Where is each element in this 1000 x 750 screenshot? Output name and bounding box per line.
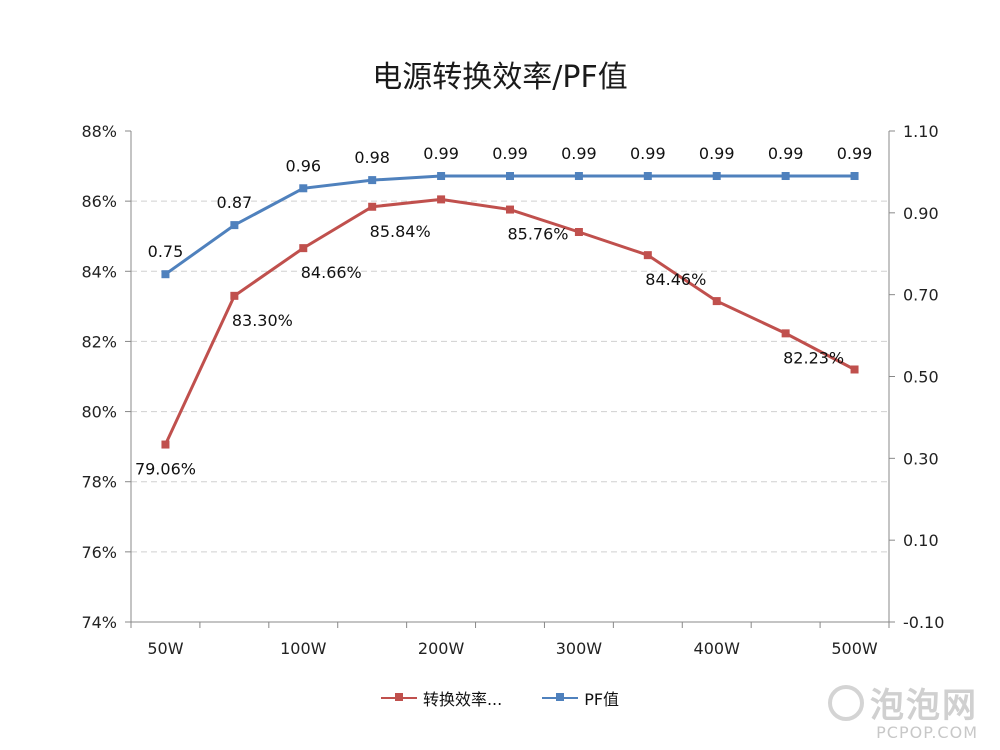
right-axis-tick-label: 0.70 — [903, 286, 939, 305]
watermark-logo: 泡泡网 — [828, 678, 978, 727]
data-point-pf — [230, 221, 239, 230]
data-label-efficiency: 84.46% — [645, 270, 706, 289]
data-point-efficiency — [437, 195, 446, 204]
data-point-pf — [712, 172, 721, 181]
watermark-circle-icon — [828, 684, 864, 721]
right-axis-tick-label: -0.10 — [903, 613, 944, 632]
data-label-pf: 0.96 — [285, 156, 321, 175]
right-axis-tick-label: 1.10 — [903, 122, 939, 141]
data-label-pf: 0.99 — [699, 144, 735, 163]
left-axis-tick-label: 86% — [81, 192, 117, 211]
left-axis-tick-label: 88% — [81, 122, 117, 141]
right-axis-tick-label: 0.50 — [903, 368, 939, 387]
data-point-efficiency — [781, 329, 790, 338]
x-axis-tick-label: 100W — [280, 639, 327, 658]
x-axis-tick-label: 200W — [418, 639, 465, 658]
watermark: 泡泡网 PCPOP.COM — [828, 678, 978, 742]
data-label-pf: 0.99 — [561, 144, 597, 163]
left-axis-tick-label: 80% — [81, 403, 117, 422]
data-point-efficiency — [506, 205, 514, 214]
data-label-pf: 0.99 — [768, 144, 804, 163]
data-label-pf: 0.99 — [837, 144, 873, 163]
data-label-efficiency: 82.23% — [783, 348, 844, 367]
legend-label-efficiency: 转换效率... — [422, 690, 503, 709]
chart-plot: 88% 86% 84% 82% 80% 78% 76% 74% 1.10 0.90 0.70 0.50… — [81, 122, 944, 658]
x-axis-tick-label: 400W — [694, 639, 741, 658]
watermark-cn-text: 泡泡网 — [870, 686, 978, 726]
data-label-pf: 0.99 — [423, 144, 459, 163]
data-point-efficiency — [643, 251, 652, 260]
data-label-efficiency: 79.06% — [135, 460, 196, 479]
data-point-pf — [574, 172, 583, 181]
data-point-efficiency — [230, 291, 239, 300]
chart-title: 电源转换效率/PF值 — [372, 60, 628, 95]
left-axis-tick-label: 78% — [81, 473, 117, 492]
data-label-pf: 0.87 — [217, 193, 253, 212]
x-axis-tick-label: 300W — [556, 639, 603, 658]
data-label-efficiency: 85.76% — [507, 225, 568, 244]
legend-swatch-efficiency — [380, 693, 417, 701]
data-label-pf: 0.99 — [492, 144, 528, 163]
right-axis-tick-label: 0.10 — [903, 531, 939, 550]
data-point-pf — [437, 172, 446, 181]
data-point-pf — [368, 176, 377, 185]
left-axis-tick-label: 76% — [81, 543, 117, 562]
data-point-pf — [643, 172, 652, 181]
data-point-pf — [161, 270, 170, 279]
data-label-pf: 0.98 — [354, 148, 390, 167]
left-axis-tick-label: 84% — [81, 262, 117, 281]
data-point-pf — [506, 172, 514, 181]
x-axis-tick-label: 50W — [147, 639, 183, 658]
watermark-en-text: PCPOP.COM — [876, 723, 978, 742]
data-point-pf — [299, 184, 308, 193]
left-axis-tick-label: 82% — [81, 332, 117, 351]
data-label-efficiency: 85.84% — [370, 222, 431, 241]
data-point-pf — [781, 172, 790, 181]
data-point-efficiency — [574, 228, 583, 237]
x-axis-tick-label: 500W — [831, 639, 878, 658]
legend-item-pf[interactable]: PF值 — [542, 686, 619, 710]
data-point-efficiency — [299, 244, 308, 253]
right-axis-tick-label: 0.90 — [903, 204, 939, 223]
data-point-efficiency — [368, 202, 377, 211]
left-axis-tick-label: 74% — [81, 613, 117, 632]
data-label-pf: 0.99 — [630, 144, 666, 163]
right-axis-tick-label: 0.30 — [903, 449, 939, 468]
legend-item-efficiency[interactable]: 转换效率... — [380, 686, 503, 710]
data-label-efficiency: 83.30% — [232, 311, 293, 330]
legend-swatch-pf — [542, 693, 579, 701]
data-point-efficiency — [850, 365, 859, 374]
data-point-efficiency — [161, 440, 170, 449]
data-label-efficiency: 84.66% — [301, 263, 362, 282]
data-label-pf: 0.75 — [148, 242, 184, 261]
data-point-pf — [850, 172, 859, 181]
legend-label-pf: PF值 — [584, 690, 620, 709]
data-point-efficiency — [712, 297, 721, 306]
legend: 转换效率... PF值 — [0, 686, 1000, 710]
